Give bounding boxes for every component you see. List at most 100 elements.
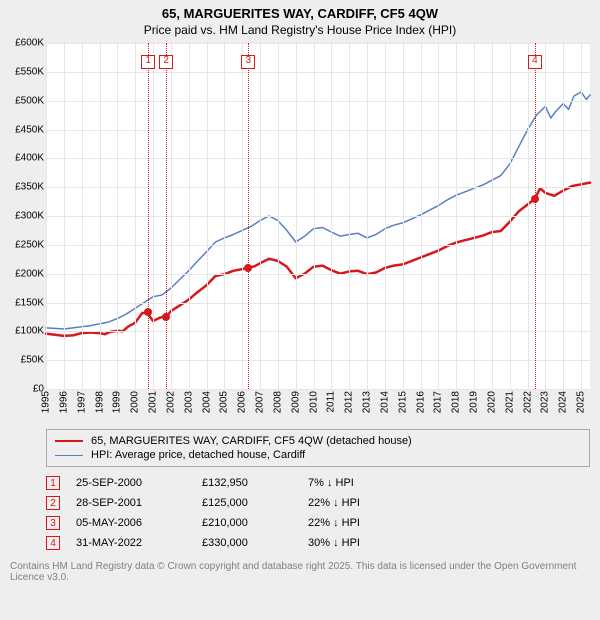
transaction-line bbox=[166, 43, 167, 389]
x-tick-label: 2021 bbox=[504, 391, 515, 413]
gridline-v bbox=[224, 43, 225, 389]
x-tick-label: 2013 bbox=[362, 391, 373, 413]
legend-label: 65, MARGUERITES WAY, CARDIFF, CF5 4QW (d… bbox=[91, 435, 412, 447]
gridline-h bbox=[46, 216, 590, 217]
gridline-v bbox=[82, 43, 83, 389]
gridline-v bbox=[117, 43, 118, 389]
row-date: 25-SEP-2000 bbox=[76, 477, 186, 489]
gridline-v bbox=[403, 43, 404, 389]
chart-title: 65, MARGUERITES WAY, CARDIFF, CF5 4QW bbox=[6, 6, 594, 21]
gridline-h bbox=[46, 101, 590, 102]
gridline-v bbox=[171, 43, 172, 389]
gridline-v bbox=[456, 43, 457, 389]
x-tick-label: 2011 bbox=[326, 391, 337, 413]
gridline-v bbox=[474, 43, 475, 389]
footer-attribution: Contains HM Land Registry data © Crown c… bbox=[10, 561, 590, 583]
y-tick-label: £300K bbox=[15, 211, 44, 222]
transaction-line bbox=[535, 43, 536, 389]
series-line bbox=[46, 92, 590, 329]
transaction-line bbox=[148, 43, 149, 389]
y-tick-label: £350K bbox=[15, 182, 44, 193]
x-tick-label: 2019 bbox=[469, 391, 480, 413]
y-tick-label: £600K bbox=[15, 38, 44, 49]
gridline-v bbox=[153, 43, 154, 389]
transaction-marker: 1 bbox=[141, 55, 155, 69]
x-tick-label: 2004 bbox=[201, 391, 212, 413]
x-tick-label: 2017 bbox=[433, 391, 444, 413]
x-tick-label: 2003 bbox=[183, 391, 194, 413]
x-tick-label: 2023 bbox=[540, 391, 551, 413]
y-tick-label: £450K bbox=[15, 124, 44, 135]
y-tick-label: £250K bbox=[15, 239, 44, 250]
transaction-marker: 4 bbox=[528, 55, 542, 69]
x-tick-label: 2002 bbox=[165, 391, 176, 413]
legend-row: 65, MARGUERITES WAY, CARDIFF, CF5 4QW (d… bbox=[55, 434, 581, 448]
x-tick-label: 1996 bbox=[58, 391, 69, 413]
y-tick-label: £150K bbox=[15, 297, 44, 308]
gridline-v bbox=[581, 43, 582, 389]
row-index: 2 bbox=[46, 496, 60, 510]
transaction-line bbox=[248, 43, 249, 389]
legend-row: HPI: Average price, detached house, Card… bbox=[55, 448, 581, 462]
gridline-v bbox=[528, 43, 529, 389]
gridline-v bbox=[46, 43, 47, 389]
x-tick-label: 1998 bbox=[94, 391, 105, 413]
gridline-v bbox=[510, 43, 511, 389]
row-index: 1 bbox=[46, 476, 60, 490]
transaction-table: 1 25-SEP-2000 £132,950 7% ↓ HPI 2 28-SEP-2001… bbox=[46, 473, 590, 553]
x-tick-label: 2009 bbox=[290, 391, 301, 413]
gridline-v bbox=[438, 43, 439, 389]
transaction-point bbox=[162, 313, 170, 321]
gridline-h bbox=[46, 130, 590, 131]
row-delta: 22% ↓ HPI bbox=[308, 497, 398, 509]
x-tick-label: 2010 bbox=[308, 391, 319, 413]
row-price: £330,000 bbox=[202, 537, 292, 549]
table-row: 431-MAY-2022£330,00030% ↓ HPI bbox=[46, 533, 590, 553]
transaction-marker: 3 bbox=[241, 55, 255, 69]
chart-area: £0£50K£100K£150K£200K£250K£300K£350K£400… bbox=[6, 43, 594, 423]
chart-subtitle: Price paid vs. HM Land Registry's House … bbox=[6, 23, 594, 37]
gridline-v bbox=[385, 43, 386, 389]
transaction-point bbox=[531, 195, 539, 203]
transaction-marker: 2 bbox=[159, 55, 173, 69]
row-price: £125,000 bbox=[202, 497, 292, 509]
table-row: 2 28-SEP-2001 £125,000 22% ↓ HPI bbox=[46, 493, 590, 513]
row-date: 28-SEP-2001 bbox=[76, 497, 186, 509]
legend-label: HPI: Average price, detached house, Card… bbox=[91, 449, 305, 461]
gridline-v bbox=[278, 43, 279, 389]
row-delta: 30% ↓ HPI bbox=[308, 537, 398, 549]
gridline-h bbox=[46, 187, 590, 188]
x-tick-label: 2005 bbox=[219, 391, 230, 413]
x-tick-label: 1999 bbox=[112, 391, 123, 413]
gridline-v bbox=[100, 43, 101, 389]
y-tick-label: £200K bbox=[15, 268, 44, 279]
x-tick-label: 2000 bbox=[130, 391, 141, 413]
x-tick-label: 2018 bbox=[451, 391, 462, 413]
x-tick-label: 1997 bbox=[76, 391, 87, 413]
row-price: £132,950 bbox=[202, 477, 292, 489]
x-tick-label: 1995 bbox=[41, 391, 52, 413]
gridline-h bbox=[46, 158, 590, 159]
transaction-point bbox=[244, 264, 252, 272]
gridline-v bbox=[260, 43, 261, 389]
gridline-v bbox=[207, 43, 208, 389]
gridline-v bbox=[64, 43, 65, 389]
y-tick-label: £50K bbox=[21, 355, 44, 366]
table-row: 1 25-SEP-2000 £132,950 7% ↓ HPI bbox=[46, 473, 590, 493]
gridline-v bbox=[242, 43, 243, 389]
x-tick-label: 2015 bbox=[397, 391, 408, 413]
gridline-h bbox=[46, 331, 590, 332]
gridline-v bbox=[135, 43, 136, 389]
gridline-h bbox=[46, 303, 590, 304]
x-tick-label: 2012 bbox=[344, 391, 355, 413]
gridline-v bbox=[545, 43, 546, 389]
row-price: £210,000 bbox=[202, 517, 292, 529]
gridline-h bbox=[46, 43, 590, 44]
x-tick-label: 2016 bbox=[415, 391, 426, 413]
x-tick-label: 2024 bbox=[558, 391, 569, 413]
y-axis-labels: £0£50K£100K£150K£200K£250K£300K£350K£400… bbox=[6, 43, 46, 389]
gridline-h bbox=[46, 360, 590, 361]
row-delta: 7% ↓ HPI bbox=[308, 477, 398, 489]
x-tick-label: 2020 bbox=[486, 391, 497, 413]
legend-swatch bbox=[55, 440, 83, 442]
